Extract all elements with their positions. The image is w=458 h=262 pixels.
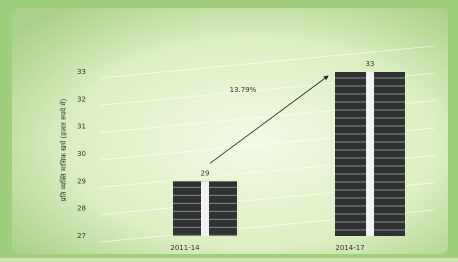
y-tick-label: 29 <box>77 177 86 185</box>
value-label: 29 <box>201 169 210 177</box>
y-tick-label: 27 <box>77 232 86 240</box>
bar-band <box>201 181 209 236</box>
x-tick-label: 2011-14 <box>170 244 200 252</box>
y-axis-label: प्रति व्यक्ति मासिक खर्च (हजार रुपये में… <box>59 98 68 201</box>
y-tick-label: 32 <box>77 95 86 103</box>
y-tick-label: 28 <box>77 205 86 213</box>
chart: प्रति व्यक्ति मासिक खर्च (हजार रुपये में… <box>0 0 458 258</box>
y-tick-label: 31 <box>77 123 86 131</box>
x-tick-label: 2014-17 <box>335 244 364 252</box>
value-label: 33 <box>366 60 375 68</box>
y-tick-label: 30 <box>77 150 86 158</box>
annotation: 13.79% <box>230 86 257 94</box>
bar-band <box>366 72 374 236</box>
y-tick-label: 33 <box>77 68 86 76</box>
